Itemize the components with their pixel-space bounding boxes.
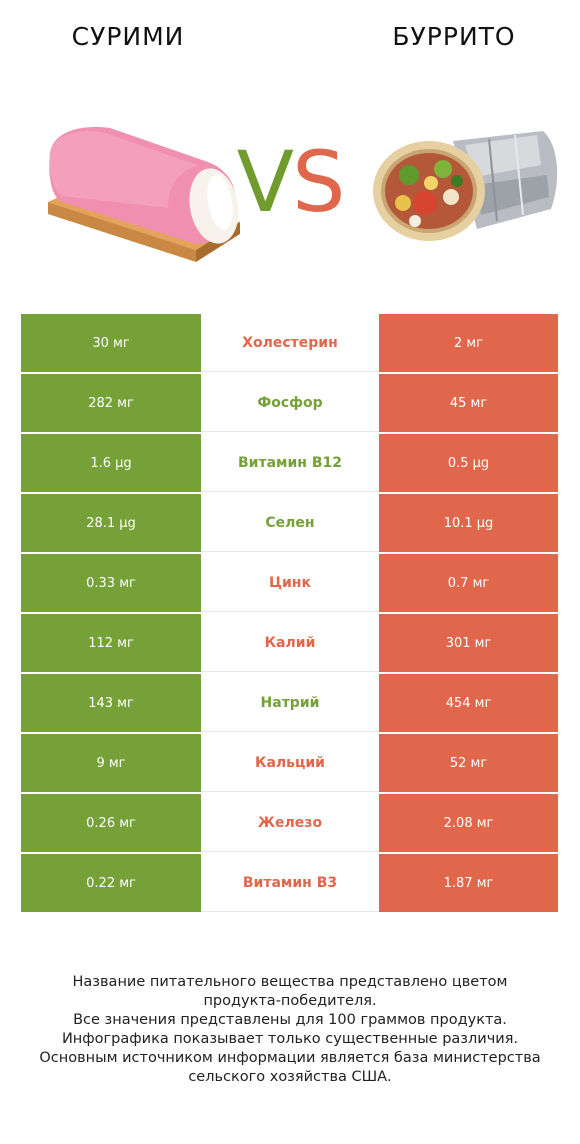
nutrient-label: Кальций	[201, 734, 379, 792]
right-value-cell: 454 мг	[379, 674, 558, 732]
left-value-cell: 282 мг	[21, 374, 201, 432]
table-row: 0.26 мг Железо 2.08 мг	[21, 794, 558, 854]
footnote: Название питательного вещества представл…	[20, 973, 560, 1087]
left-value-cell: 0.22 мг	[21, 854, 201, 912]
right-value-cell: 0.7 мг	[379, 554, 558, 612]
left-value-cell: 1.6 µg	[21, 434, 201, 492]
burrito-image	[373, 131, 558, 241]
right-value-cell: 301 мг	[379, 614, 558, 672]
table-row: 1.6 µg Витамин B12 0.5 µg	[21, 434, 558, 494]
right-value-cell: 45 мг	[379, 374, 558, 432]
table-row: 30 мг Холестерин 2 мг	[21, 314, 558, 374]
footnote-line: Все значения представлены для 100 граммо…	[73, 1012, 507, 1028]
nutrient-label: Витамин B12	[201, 434, 379, 492]
footnote-line: сельского хозяйства США.	[188, 1069, 392, 1085]
left-value-cell: 30 мг	[21, 314, 201, 372]
table-row: 0.22 мг Витамин B3 1.87 мг	[21, 854, 558, 914]
table-row: 112 мг Калий 301 мг	[21, 614, 558, 674]
right-value-cell: 2.08 мг	[379, 794, 558, 852]
nutrient-label: Натрий	[201, 674, 379, 732]
nutrient-label: Витамин B3	[201, 854, 379, 912]
vs-v: V	[236, 133, 294, 231]
left-value-cell: 0.33 мг	[21, 554, 201, 612]
right-value-cell: 52 мг	[379, 734, 558, 792]
nutrient-label: Селен	[201, 494, 379, 552]
table-row: 143 мг Натрий 454 мг	[21, 674, 558, 734]
footnote-line: Инфографика показывает только существенн…	[61, 1031, 519, 1047]
vs-label: VS	[222, 132, 358, 232]
comparison-table: 30 мг Холестерин 2 мг 282 мг Фосфор 45 мг 1.6 …	[21, 314, 558, 914]
left-value-cell: 28.1 µg	[21, 494, 201, 552]
nutrient-label: Калий	[201, 614, 379, 672]
table-row: 0.33 мг Цинк 0.7 мг	[21, 554, 558, 614]
left-value-cell: 0.26 мг	[21, 794, 201, 852]
right-food-title: БУРРИТО	[392, 22, 516, 51]
nutrient-label: Холестерин	[201, 314, 379, 372]
right-value-cell: 2 мг	[379, 314, 558, 372]
table-row: 9 мг Кальций 52 мг	[21, 734, 558, 794]
footnote-line: Основным источником информации является …	[39, 1050, 541, 1066]
right-value-cell: 0.5 µg	[379, 434, 558, 492]
nutrient-label: Фосфор	[201, 374, 379, 432]
right-value-cell: 1.87 мг	[379, 854, 558, 912]
nutrient-label: Железо	[201, 794, 379, 852]
left-food-title: СУРИМИ	[71, 22, 185, 51]
surimi-image	[48, 127, 240, 262]
left-value-cell: 9 мг	[21, 734, 201, 792]
footnote-line: Название питательного вещества представл…	[72, 974, 508, 990]
footnote-line: продукта-победителя.	[203, 993, 377, 1009]
left-value-cell: 143 мг	[21, 674, 201, 732]
nutrient-label: Цинк	[201, 554, 379, 612]
right-value-cell: 10.1 µg	[379, 494, 558, 552]
table-row: 282 мг Фосфор 45 мг	[21, 374, 558, 434]
table-row: 28.1 µg Селен 10.1 µg	[21, 494, 558, 554]
vs-s: S	[292, 133, 345, 231]
left-value-cell: 112 мг	[21, 614, 201, 672]
